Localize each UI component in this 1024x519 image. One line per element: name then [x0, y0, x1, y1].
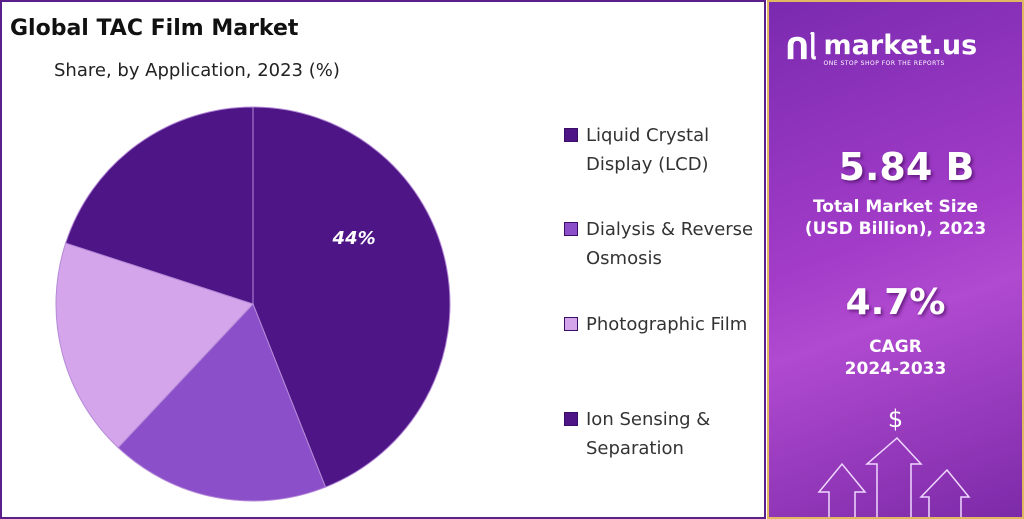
pie-slice-2 [55, 242, 254, 449]
legend-label: Dialysis & Reverse [586, 219, 754, 240]
legend-label: Separation [586, 438, 684, 459]
pie-slice-1 [117, 303, 327, 502]
legend-swatch [564, 222, 578, 236]
logo-mark-icon: ᑎᥣ [785, 32, 818, 67]
chart-title: Global TAC Film Market [10, 16, 299, 41]
legend-label: Liquid Crystal [586, 125, 710, 146]
growth-arrows-icon [817, 436, 971, 517]
legend-swatch [564, 128, 578, 142]
market-us-logo: ᑎᥣ market.us ONE STOP SHOP FOR THE REPOR… [785, 30, 978, 68]
data-label: 44% [332, 228, 376, 249]
cagr-label-line2: 2024-2033 [844, 359, 947, 379]
market-size-label-line2: (USD Billion), 2023 [804, 219, 987, 239]
chart-panel: Global TAC Film Market Share, by Applica… [0, 0, 766, 519]
chart-subtitle: Share, by Application, 2023 (%) [54, 60, 340, 81]
pie-slice-3 [65, 106, 254, 305]
legend-label: Osmosis [586, 248, 662, 269]
legend-swatch [564, 412, 578, 426]
market-size-label: Total Market Size (USD Billion), 2023 [769, 196, 1022, 240]
summary-panel: ᑎᥣ market.us ONE STOP SHOP FOR THE REPOR… [767, 0, 1024, 519]
market-size-value: 5.84 B [838, 145, 975, 189]
cagr-label-line1: CAGR [869, 337, 922, 357]
legend-item-lcd: Liquid Crystal Display (LCD) [564, 121, 766, 179]
legend-label: Ion Sensing & [586, 409, 711, 430]
legend-label: Photographic Film [586, 314, 748, 335]
cagr-value: 4.7% [845, 282, 946, 323]
legend-swatch [564, 317, 578, 331]
pie-chart: 44% [55, 106, 451, 502]
cagr-label: CAGR 2024-2033 [769, 336, 1022, 380]
market-size-label-line1: Total Market Size [812, 197, 979, 217]
pie-slice-0 [252, 106, 451, 488]
logo-tagline: ONE STOP SHOP FOR THE REPORTS [823, 60, 945, 67]
dollar-icon: $ [887, 405, 904, 433]
legend-label: Display (LCD) [586, 154, 709, 175]
legend-item-dialysis: Dialysis & Reverse Osmosis [564, 215, 766, 273]
logo-text: market.us [823, 30, 978, 61]
legend-item-ion-sensing: Ion Sensing & Separation [564, 405, 766, 463]
legend-item-photographic: Photographic Film [564, 310, 766, 339]
